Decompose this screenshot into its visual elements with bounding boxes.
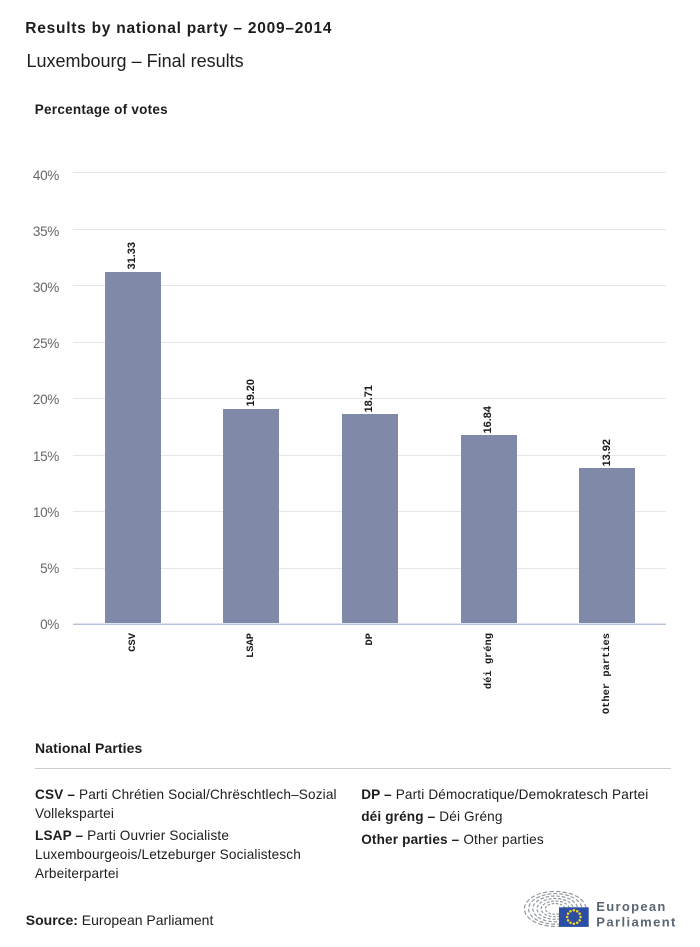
svg-text:European: European [596, 899, 666, 914]
svg-text:Parliament: Parliament [596, 914, 676, 929]
